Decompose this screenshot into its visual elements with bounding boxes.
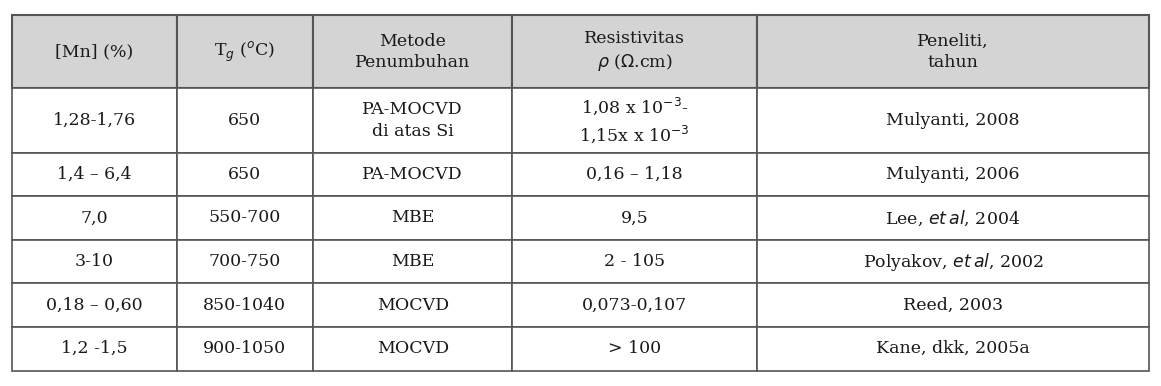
Bar bbox=[12, 196, 176, 240]
Bar bbox=[12, 240, 176, 283]
Text: MOCVD: MOCVD bbox=[376, 297, 449, 314]
Bar bbox=[313, 196, 512, 240]
Text: 650: 650 bbox=[229, 166, 261, 183]
Text: 650: 650 bbox=[229, 112, 261, 129]
Text: 550-700: 550-700 bbox=[209, 210, 281, 227]
Bar bbox=[757, 15, 1149, 88]
Bar bbox=[512, 240, 757, 283]
Bar bbox=[176, 327, 313, 371]
Text: [Mn] (%): [Mn] (%) bbox=[55, 43, 134, 60]
Text: Mulyanti, 2008: Mulyanti, 2008 bbox=[886, 112, 1019, 129]
Text: PA-MOCVD
di atas Si: PA-MOCVD di atas Si bbox=[362, 101, 463, 140]
Bar bbox=[176, 88, 313, 152]
Bar bbox=[176, 283, 313, 327]
Bar bbox=[757, 327, 1149, 371]
Bar bbox=[512, 283, 757, 327]
Bar bbox=[512, 152, 757, 196]
Bar bbox=[12, 15, 176, 88]
Bar bbox=[512, 15, 757, 88]
Bar bbox=[757, 196, 1149, 240]
Text: PA-MOCVD: PA-MOCVD bbox=[362, 166, 463, 183]
Bar bbox=[313, 327, 512, 371]
Text: > 100: > 100 bbox=[608, 340, 661, 357]
Text: 0,16 – 1,18: 0,16 – 1,18 bbox=[586, 166, 683, 183]
Bar bbox=[512, 88, 757, 152]
Text: 1,28-1,76: 1,28-1,76 bbox=[52, 112, 136, 129]
Text: Kane, dkk, 2005a: Kane, dkk, 2005a bbox=[877, 340, 1030, 357]
Text: Metode
Penumbuhan: Metode Penumbuhan bbox=[355, 32, 470, 71]
Text: Peneliti,
tahun: Peneliti, tahun bbox=[917, 32, 989, 71]
Bar bbox=[12, 152, 176, 196]
Bar bbox=[757, 240, 1149, 283]
Text: Mulyanti, 2006: Mulyanti, 2006 bbox=[886, 166, 1019, 183]
Bar bbox=[757, 88, 1149, 152]
Text: MBE: MBE bbox=[391, 210, 434, 227]
Text: 850-1040: 850-1040 bbox=[203, 297, 287, 314]
Bar bbox=[12, 327, 176, 371]
Bar bbox=[512, 327, 757, 371]
Bar bbox=[757, 283, 1149, 327]
Bar bbox=[12, 283, 176, 327]
Bar bbox=[757, 152, 1149, 196]
Text: MOCVD: MOCVD bbox=[376, 340, 449, 357]
Bar bbox=[313, 15, 512, 88]
Text: Lee, $\it{et\,al}$, 2004: Lee, $\it{et\,al}$, 2004 bbox=[886, 208, 1021, 228]
Text: 1,2 -1,5: 1,2 -1,5 bbox=[60, 340, 128, 357]
Text: Polyakov, $\it{et\,al}$, 2002: Polyakov, $\it{et\,al}$, 2002 bbox=[863, 251, 1044, 273]
Text: 1,08 x 10$^{-3}$-
1,15x x 10$^{-3}$: 1,08 x 10$^{-3}$- 1,15x x 10$^{-3}$ bbox=[579, 96, 690, 145]
Bar bbox=[12, 88, 176, 152]
Text: 7,0: 7,0 bbox=[80, 210, 108, 227]
Bar bbox=[176, 196, 313, 240]
Bar bbox=[176, 240, 313, 283]
Text: Reed, 2003: Reed, 2003 bbox=[903, 297, 1003, 314]
Text: 1,4 – 6,4: 1,4 – 6,4 bbox=[57, 166, 131, 183]
Bar bbox=[176, 15, 313, 88]
Text: 3-10: 3-10 bbox=[74, 253, 114, 270]
Bar bbox=[313, 152, 512, 196]
Text: 2 - 105: 2 - 105 bbox=[604, 253, 665, 270]
Text: 900-1050: 900-1050 bbox=[203, 340, 287, 357]
Bar bbox=[313, 240, 512, 283]
Bar bbox=[512, 196, 757, 240]
Text: 0,18 – 0,60: 0,18 – 0,60 bbox=[45, 297, 143, 314]
Bar bbox=[313, 283, 512, 327]
Bar bbox=[176, 152, 313, 196]
Text: MBE: MBE bbox=[391, 253, 434, 270]
Bar bbox=[313, 88, 512, 152]
Text: 700-750: 700-750 bbox=[209, 253, 281, 270]
Text: 0,073-0,107: 0,073-0,107 bbox=[582, 297, 687, 314]
Text: Resistivitas
$\rho$ ($\Omega$.cm): Resistivitas $\rho$ ($\Omega$.cm) bbox=[584, 30, 685, 73]
Text: 9,5: 9,5 bbox=[621, 210, 649, 227]
Text: T$_g$ ($^o$C): T$_g$ ($^o$C) bbox=[215, 40, 275, 64]
